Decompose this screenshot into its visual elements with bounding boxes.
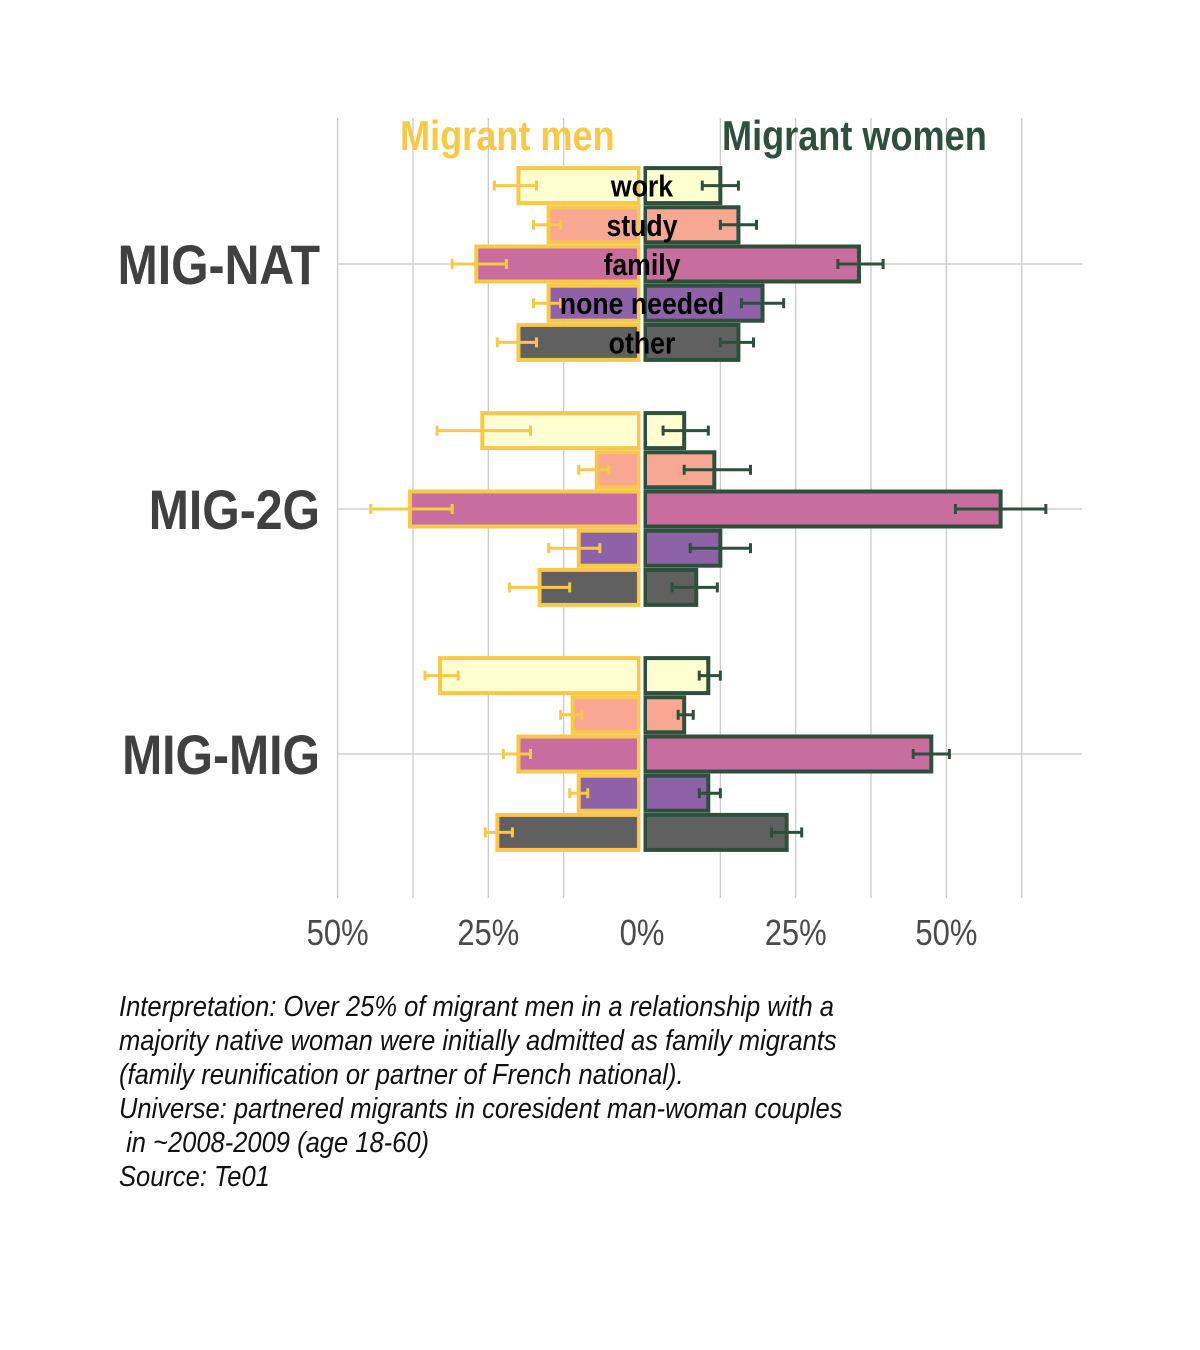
bar	[546, 205, 642, 245]
y-axis-group-label: MIG-2G	[149, 480, 320, 542]
error-bars	[369, 180, 1048, 838]
x-axis-tick-label: 25%	[765, 914, 827, 954]
y-axis-group-label: MIG-MIG	[122, 725, 320, 787]
caption-line: (family reunification or partner of Fren…	[119, 1059, 684, 1091]
x-axis-tick-label: 0%	[620, 914, 665, 954]
x-axis-tick-labels: 50% 25% 0% 25% 50%	[307, 914, 978, 954]
bar-label: family	[603, 248, 680, 282]
legend-label: Migrant women	[722, 114, 987, 160]
bar	[516, 734, 641, 774]
bar-category-labels: work study family none needed other	[560, 170, 724, 361]
bar	[480, 411, 641, 451]
bar	[516, 322, 641, 362]
bar-label: none needed	[560, 287, 724, 321]
bar	[495, 812, 641, 852]
x-axis-tick-label: 50%	[307, 914, 369, 954]
caption-line: Source: Te01	[119, 1161, 270, 1193]
y-axis-group-label: MIG-NAT	[118, 235, 320, 297]
diverging-bar-chart: work study family none needed other Migrant …	[118, 114, 1082, 954]
x-axis-tick-label: 50%	[915, 914, 977, 954]
caption-line: in ~2008-2009 (age 18-60)	[119, 1127, 430, 1159]
bar-label: work	[610, 170, 674, 204]
legend: Migrant men Migrant women	[400, 114, 987, 160]
bar	[643, 450, 717, 490]
caption-line: majority native woman were initially adm…	[119, 1025, 837, 1057]
bar	[570, 695, 641, 735]
caption-line: Universe: partnered migrants in coreside…	[119, 1093, 843, 1125]
caption: Interpretation: Over 25% of migrant men …	[119, 990, 999, 1194]
x-axis-tick-label: 25%	[457, 914, 519, 954]
bar	[643, 734, 934, 774]
legend-label: Migrant men	[400, 114, 615, 160]
bar	[516, 166, 641, 206]
bar	[438, 656, 641, 696]
bar-label: other	[609, 327, 676, 361]
bar	[643, 489, 1003, 529]
bar-label: study	[606, 209, 677, 243]
caption-line: Interpretation: Over 25% of migrant men …	[119, 991, 834, 1023]
bar	[643, 812, 789, 852]
y-axis-labels: MIG-NAT MIG-2G MIG-MIG	[118, 235, 320, 787]
